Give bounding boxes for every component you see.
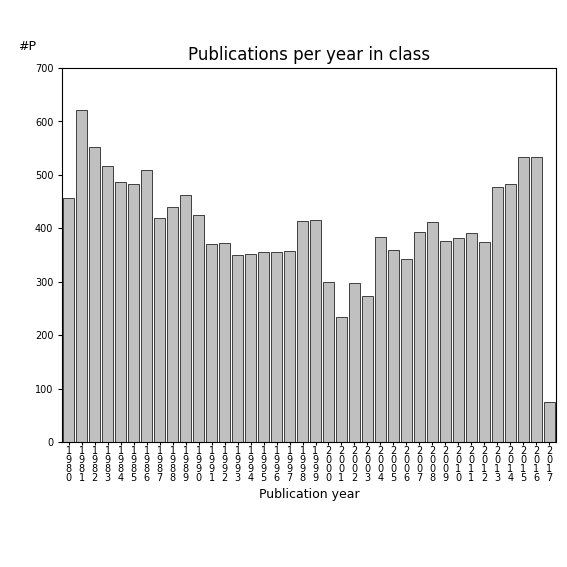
Bar — [492, 187, 503, 442]
Bar — [77, 110, 87, 442]
Bar — [440, 241, 451, 442]
Bar — [64, 198, 74, 442]
Bar — [245, 254, 256, 442]
Bar — [271, 252, 282, 442]
Bar — [128, 184, 139, 442]
Bar — [297, 221, 308, 442]
Bar — [193, 215, 204, 442]
Bar — [258, 252, 269, 442]
Text: #P: #P — [18, 40, 36, 53]
Bar — [505, 184, 516, 442]
Bar — [453, 238, 464, 442]
Bar — [336, 317, 347, 442]
Bar — [323, 282, 334, 442]
Bar — [362, 297, 373, 442]
Bar — [349, 283, 360, 442]
Bar — [219, 243, 230, 442]
Bar — [544, 402, 555, 442]
Bar — [154, 218, 165, 442]
Bar — [90, 147, 100, 442]
Bar — [401, 260, 412, 442]
Bar — [414, 232, 425, 442]
Bar — [180, 194, 191, 442]
Bar — [388, 250, 399, 442]
Bar — [102, 166, 113, 442]
Bar — [518, 157, 528, 442]
Bar — [531, 157, 541, 442]
X-axis label: Publication year: Publication year — [259, 488, 359, 501]
Bar — [427, 222, 438, 442]
Bar — [167, 207, 178, 442]
Bar — [375, 237, 386, 442]
Title: Publications per year in class: Publications per year in class — [188, 46, 430, 64]
Bar — [206, 244, 217, 442]
Bar — [284, 251, 295, 442]
Bar — [466, 233, 477, 442]
Bar — [115, 182, 126, 442]
Bar — [232, 255, 243, 442]
Bar — [310, 220, 321, 442]
Bar — [479, 242, 490, 442]
Bar — [141, 170, 153, 442]
